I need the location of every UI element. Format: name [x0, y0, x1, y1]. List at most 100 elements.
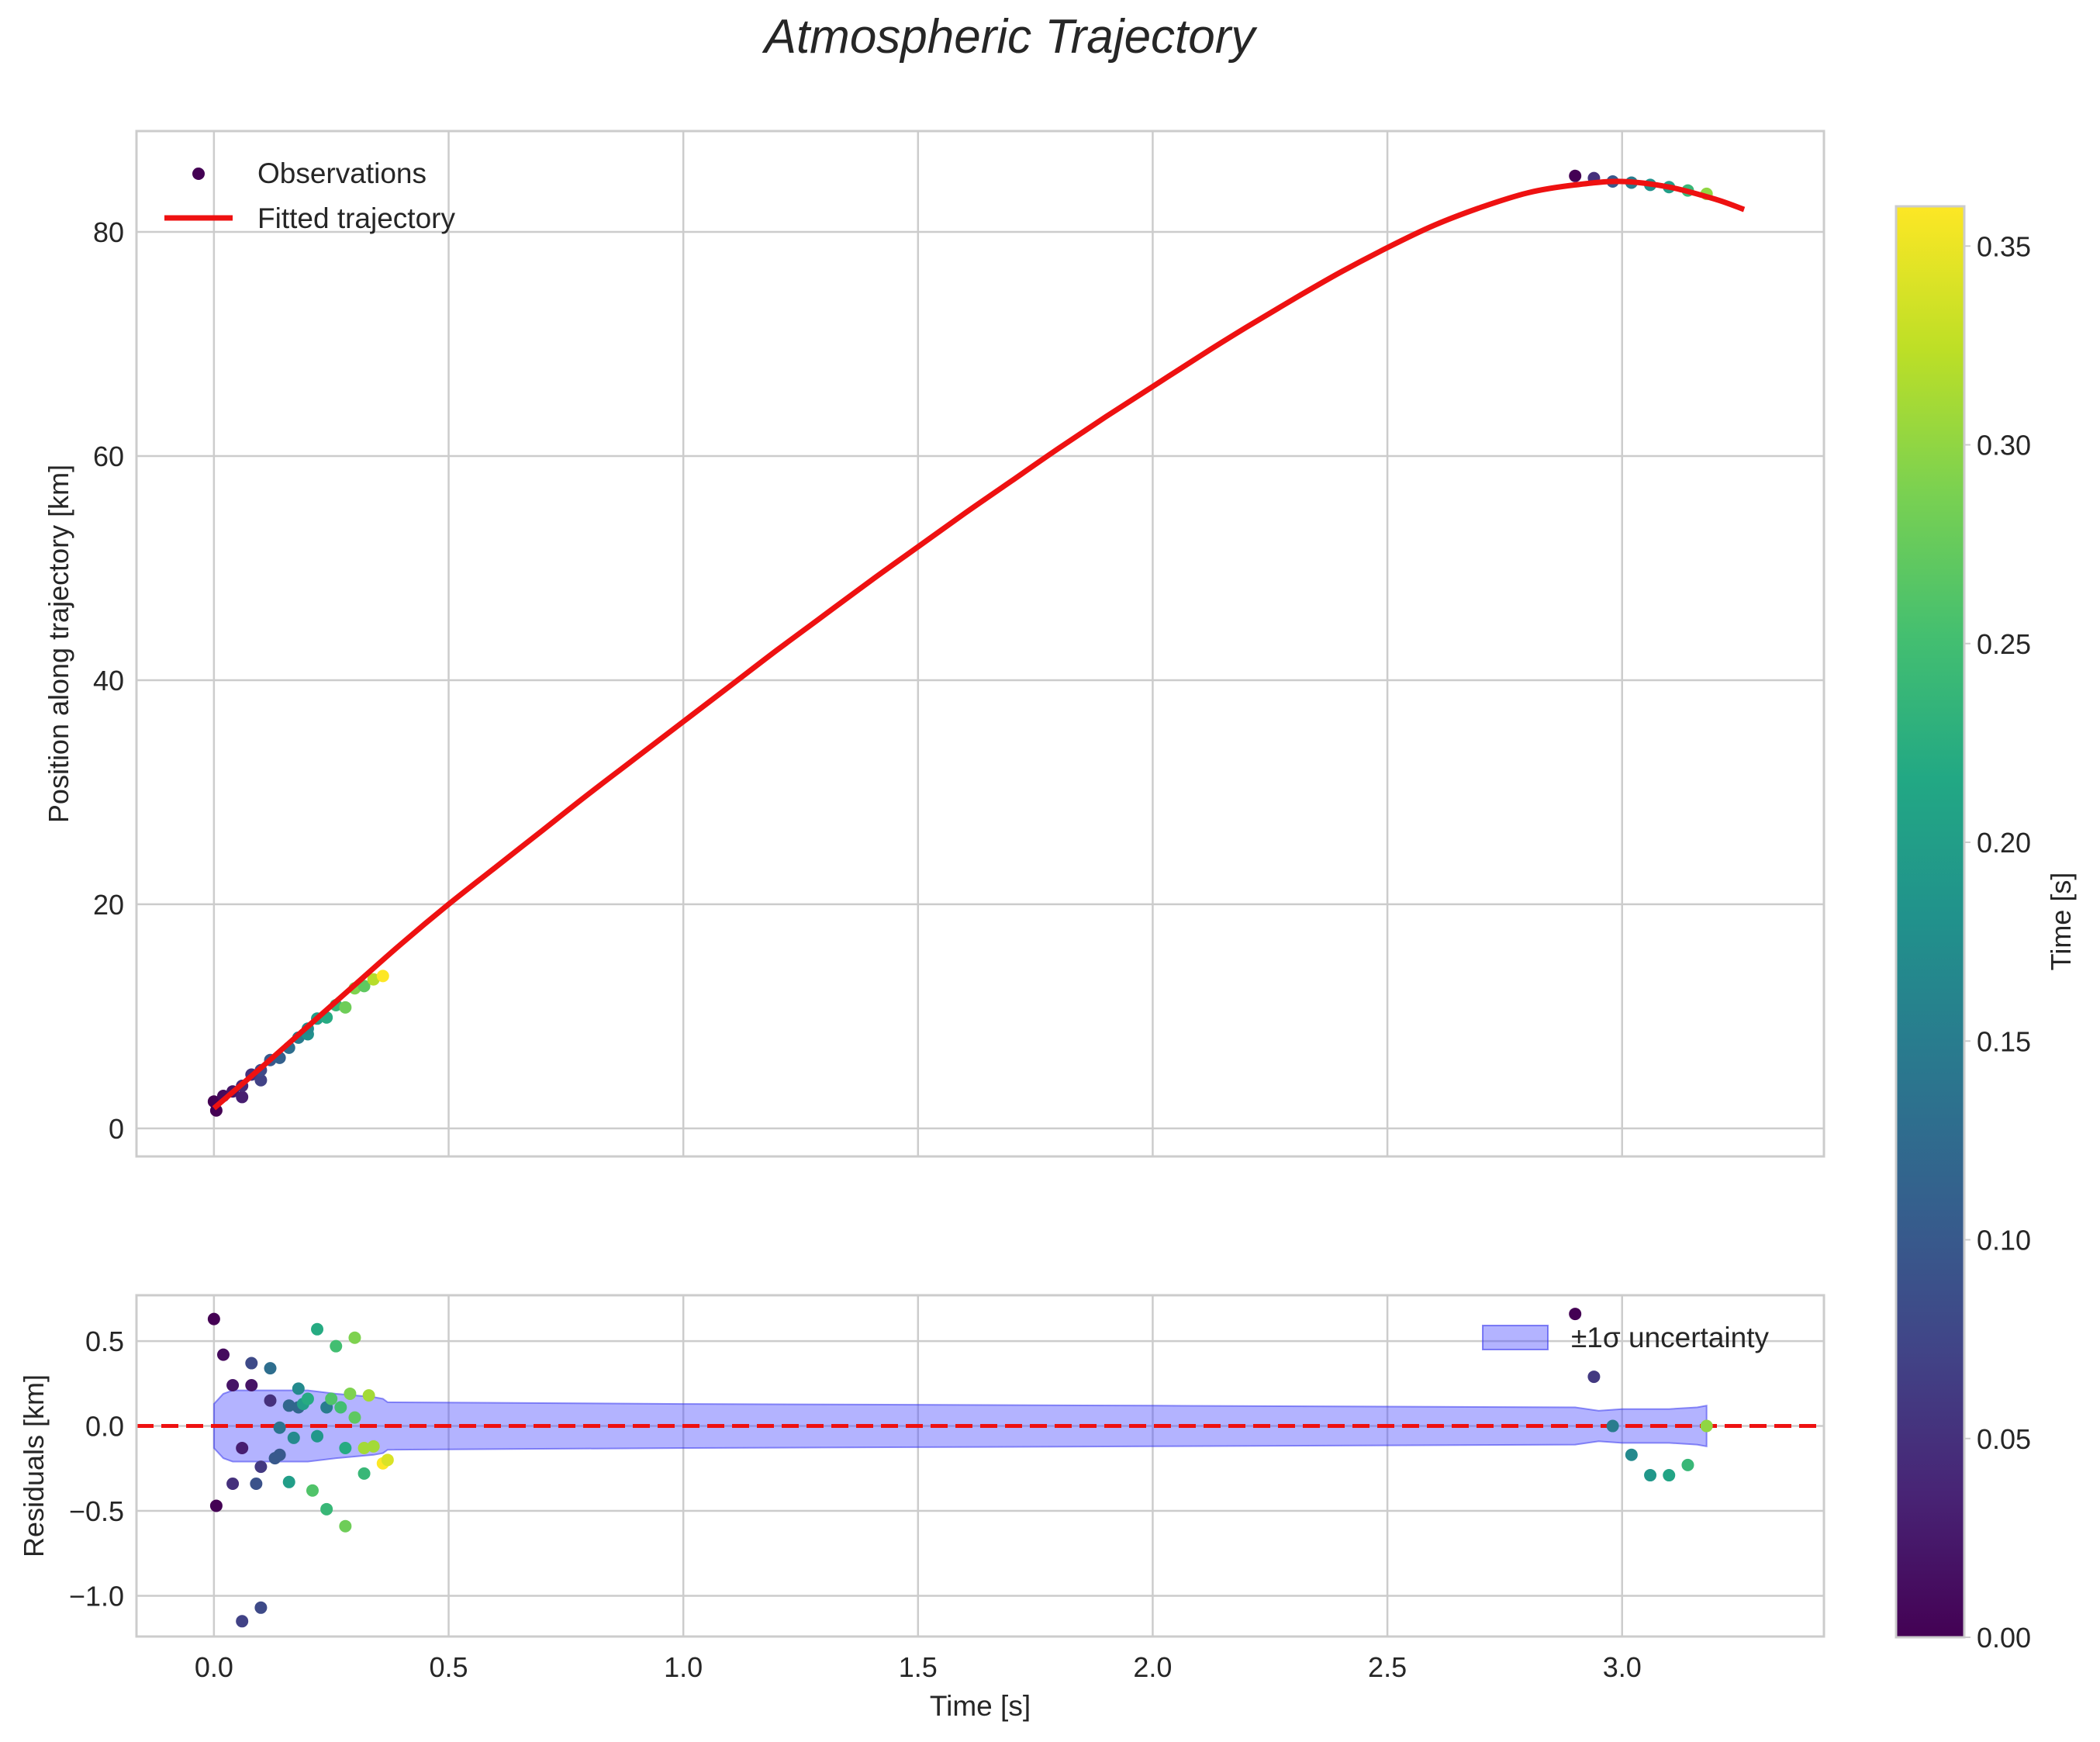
residual-point [301, 1392, 314, 1405]
colorbar-tick-label: 0.15 [1977, 1025, 2031, 1057]
residual-point [348, 1411, 361, 1424]
residual-point [1663, 1469, 1676, 1482]
bottom-legend: ±1σ uncertainty [1482, 1322, 1769, 1353]
top-panel-frame [135, 130, 1825, 1158]
x-axis-label: Time [s] [930, 1690, 1031, 1722]
x-tick-label: 3.0 [1603, 1651, 1642, 1683]
residual-point [273, 1448, 286, 1461]
bottom-y-tick-label: 0.5 [85, 1326, 124, 1357]
residual-point [264, 1394, 277, 1407]
residual-point [306, 1484, 319, 1497]
residual-point [254, 1601, 268, 1614]
residual-point [250, 1477, 263, 1490]
residual-point [344, 1387, 357, 1400]
residual-point [282, 1399, 295, 1412]
top-panel: 0 20 40 60 80 Position along trajectory [km]… [43, 130, 1825, 1158]
x-tick-label: 2.5 [1368, 1651, 1407, 1683]
residual-point [330, 1339, 343, 1353]
top-y-tick-label: 40 [93, 665, 124, 696]
residual-point [311, 1322, 324, 1336]
residual-point [216, 1348, 230, 1361]
residual-point [282, 1475, 295, 1488]
legend-band-label: ±1σ uncertainty [1571, 1322, 1769, 1353]
x-tick-label: 1.0 [664, 1651, 703, 1683]
top-y-tick-labels: 0 20 40 60 80 [93, 216, 124, 1145]
bottom-y-tick-label: −0.5 [69, 1495, 124, 1527]
colorbar-tick-label: 0.25 [1977, 628, 2031, 660]
colorbar-tick-label: 0.20 [1977, 827, 2031, 859]
bottom-x-tick-labels: 0.0 0.5 1.0 1.5 2.0 2.5 3.0 [195, 1651, 1642, 1683]
colorbar-tick-label: 0.00 [1977, 1622, 2031, 1654]
residual-point [311, 1429, 324, 1443]
residual-point [1625, 1448, 1638, 1461]
colorbar-tick-label: 0.10 [1977, 1225, 2031, 1256]
residual-point [1644, 1469, 1657, 1482]
observation-point [209, 1104, 223, 1117]
observation-point [1569, 169, 1582, 182]
residual-point [236, 1615, 249, 1628]
residual-point [245, 1379, 258, 1392]
residual-point [292, 1382, 305, 1395]
chart-title: Atmospheric Trajectory [762, 10, 1259, 64]
x-tick-label: 0.5 [429, 1651, 468, 1683]
residual-point [245, 1357, 258, 1370]
residual-point [362, 1389, 375, 1402]
observation-point [376, 970, 389, 983]
residual-point [226, 1379, 240, 1392]
legend-observations-label: Observations [257, 157, 427, 189]
x-tick-label: 0.0 [195, 1651, 233, 1683]
observation-point [367, 973, 380, 986]
residual-point [273, 1421, 286, 1434]
x-tick-label: 2.0 [1133, 1651, 1172, 1683]
residual-point [207, 1312, 220, 1326]
bottom-y-tick-labels: −1.0 −0.5 0.0 0.5 [69, 1326, 124, 1612]
bottom-y-tick-label: −1.0 [69, 1580, 124, 1612]
residual-point [339, 1442, 352, 1455]
top-y-tick-label: 80 [93, 216, 124, 248]
top-y-tick-label: 0 [109, 1113, 124, 1145]
colorbar-tick-label: 0.35 [1977, 230, 2031, 262]
top-grid [136, 131, 1824, 1156]
residual-point [264, 1362, 277, 1375]
bottom-panel-frame [135, 1294, 1825, 1638]
residual-point [334, 1401, 347, 1414]
top-panel-background [136, 131, 1824, 1156]
x-tick-label: 1.5 [899, 1651, 938, 1683]
colorbar: 0.00 0.05 0.10 0.15 0.20 0.25 0.30 0.35 Time [s… [1894, 205, 2077, 1654]
top-y-tick-label: 20 [93, 889, 124, 921]
observation-point [236, 1090, 249, 1104]
residual-point [339, 1519, 352, 1533]
residual-point [236, 1442, 249, 1455]
legend-observations-marker [192, 168, 205, 180]
bottom-panel-background [136, 1295, 1824, 1637]
residual-points [207, 1308, 1713, 1628]
colorbar-gradient [1894, 205, 1966, 1639]
observation-point [254, 1073, 268, 1087]
residual-point [1606, 1419, 1619, 1433]
residual-point [287, 1431, 300, 1444]
legend-fit-label: Fitted trajectory [257, 202, 455, 234]
fitted-trajectory-line [212, 178, 1746, 1111]
bottom-panel: −1.0 −0.5 0.0 0.5 0.0 0.5 1.0 1.5 2.0 2.5 3.0 Res… [18, 1294, 1825, 1722]
legend-band-swatch [1482, 1325, 1549, 1350]
residual-point [254, 1460, 268, 1474]
residual-point [226, 1477, 240, 1490]
residual-point [1681, 1458, 1694, 1471]
top-y-axis-label: Position along trajectory [km] [43, 465, 74, 823]
top-legend: Observations Fitted trajectory [164, 157, 455, 234]
colorbar-tick-label: 0.30 [1977, 430, 2031, 461]
residual-point [357, 1442, 371, 1455]
colorbar-tick-label: 0.05 [1977, 1423, 2031, 1455]
residual-point [320, 1502, 333, 1516]
residual-point [1569, 1308, 1582, 1321]
colorbar-label: Time [s] [2045, 873, 2077, 971]
residual-point [1700, 1419, 1713, 1433]
residual-point [357, 1467, 371, 1480]
residual-point [325, 1392, 338, 1405]
colorbar-tick-labels: 0.00 0.05 0.10 0.15 0.20 0.25 0.30 0.35 [1964, 230, 2031, 1654]
top-y-tick-label: 60 [93, 441, 124, 472]
observation-point [339, 1001, 352, 1014]
bottom-y-tick-label: 0.0 [85, 1411, 124, 1443]
residual-point [1587, 1370, 1601, 1384]
